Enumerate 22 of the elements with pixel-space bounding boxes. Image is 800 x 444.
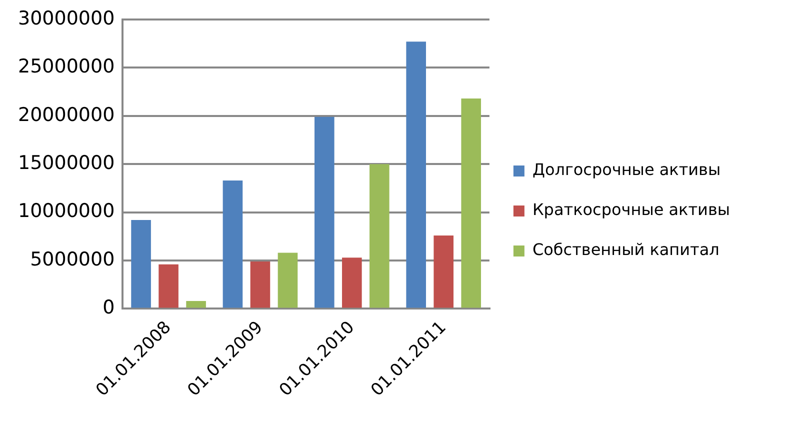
y-tick-label: 15000000 bbox=[18, 152, 115, 174]
bar bbox=[158, 264, 178, 308]
bar bbox=[461, 98, 482, 308]
bar bbox=[222, 180, 243, 308]
bar bbox=[250, 261, 270, 308]
y-tick-label: 10000000 bbox=[18, 200, 115, 222]
y-tick-label: 30000000 bbox=[18, 7, 115, 30]
y-tick-label: 0 bbox=[102, 296, 115, 319]
legend-label: Собственный капитал bbox=[532, 240, 720, 260]
bar bbox=[406, 42, 426, 308]
bar bbox=[186, 301, 206, 308]
legend-label: Краткосрочные активы bbox=[532, 200, 730, 220]
y-tick-label: 20000000 bbox=[18, 104, 115, 126]
bar bbox=[278, 252, 298, 308]
bar bbox=[370, 164, 390, 308]
y-tick-label: 25000000 bbox=[18, 56, 115, 78]
y-tick-label: 5000000 bbox=[30, 248, 115, 270]
bar bbox=[434, 235, 454, 308]
bar bbox=[131, 220, 151, 308]
legend-label: Долгосрочные активы bbox=[532, 160, 721, 180]
bar bbox=[342, 258, 362, 308]
bar bbox=[314, 116, 334, 308]
